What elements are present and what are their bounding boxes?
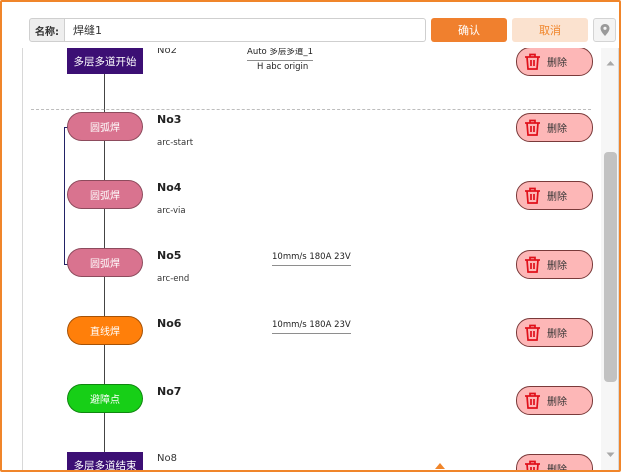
step-number: No6 — [157, 317, 182, 330]
step-node-line-weld[interactable]: 直线焊 — [67, 316, 143, 345]
step-param: 10mm/s 180A 23V — [272, 320, 351, 334]
delete-button[interactable]: 删除 — [516, 386, 593, 415]
step-separator — [31, 109, 591, 110]
resize-handle-icon[interactable] — [435, 463, 445, 469]
delete-label: 删除 — [547, 465, 567, 472]
delete-button[interactable]: 删除 — [516, 318, 593, 347]
trash-icon — [523, 186, 542, 205]
step-list[interactable]: 多层多道开始 No2 Auto 多层多道_1 H abc origin 删除 圆… — [23, 48, 601, 472]
delete-label: 删除 — [547, 261, 567, 272]
vertical-scrollbar[interactable] — [601, 48, 618, 470]
trash-icon — [523, 459, 542, 470]
location-pin-icon — [600, 24, 609, 36]
arc-group-bracket — [64, 127, 68, 265]
scrollbar-thumb[interactable] — [604, 152, 617, 382]
step-subtitle: arc-start — [157, 138, 194, 148]
step-number: No5 — [157, 249, 182, 262]
step-node-multi-end[interactable]: 多层多道结束 — [67, 452, 143, 470]
trash-icon — [523, 255, 542, 274]
step-list-panel: 多层多道开始 No2 Auto 多层多道_1 H abc origin 删除 圆… — [22, 48, 619, 472]
delete-button[interactable]: 删除 — [516, 250, 593, 279]
header-bar: 名称: 确认 取消 — [2, 2, 619, 48]
step-subtitle: arc-end — [157, 274, 190, 284]
delete-label: 删除 — [547, 397, 567, 408]
step-number: No3 — [157, 113, 182, 126]
delete-button[interactable]: 删除 — [516, 48, 593, 76]
cancel-button[interactable]: 取消 — [512, 18, 588, 42]
step-node-arc-weld[interactable]: 圆弧焊 — [67, 112, 143, 141]
step-node-arc-weld[interactable]: 圆弧焊 — [67, 248, 143, 277]
trash-icon — [523, 391, 542, 410]
step-subtitle: arc-via — [157, 206, 186, 216]
delete-label: 删除 — [547, 124, 567, 135]
scroll-down-arrow-icon[interactable] — [601, 448, 618, 462]
step-node-avoid-point[interactable]: 避障点 — [67, 384, 143, 413]
scroll-up-arrow-icon[interactable] — [601, 56, 618, 70]
delete-button[interactable]: 删除 — [516, 454, 593, 472]
location-pin-button[interactable] — [593, 18, 616, 42]
delete-button[interactable]: 删除 — [516, 113, 593, 142]
delete-label: 删除 — [547, 329, 567, 340]
step-number: No4 — [157, 181, 182, 194]
step-param: Auto 多层多道_1 — [247, 48, 314, 61]
step-param: 10mm/s 180A 23V — [272, 252, 351, 266]
step-node-multi-start[interactable]: 多层多道开始 — [67, 48, 143, 74]
trash-icon — [523, 52, 542, 71]
step-node-arc-weld[interactable]: 圆弧焊 — [67, 180, 143, 209]
step-number: No8 — [157, 453, 177, 464]
delete-label: 删除 — [547, 58, 567, 69]
step-param-detail: H abc origin — [257, 62, 309, 72]
trash-icon — [523, 118, 542, 137]
confirm-button[interactable]: 确认 — [431, 18, 507, 42]
delete-label: 删除 — [547, 192, 567, 203]
trash-icon — [523, 323, 542, 342]
name-label: 名称: — [29, 18, 65, 42]
delete-button[interactable]: 删除 — [516, 181, 593, 210]
step-number: No7 — [157, 385, 182, 398]
step-number: No2 — [157, 48, 177, 56]
name-input[interactable] — [65, 18, 426, 42]
